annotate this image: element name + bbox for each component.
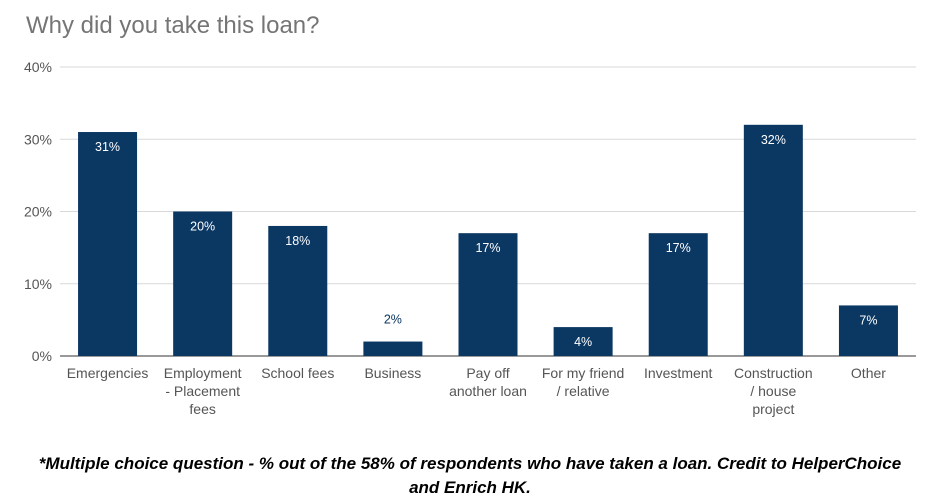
category-label: / house: [750, 383, 796, 399]
bar: [838, 305, 898, 356]
y-tick-label: 0%: [32, 348, 52, 364]
category-label: Investment: [644, 365, 713, 381]
data-label: 4%: [574, 335, 592, 349]
y-tick-label: 10%: [24, 276, 52, 292]
bar: [743, 124, 803, 356]
bar: [458, 233, 518, 356]
category-label: / relative: [557, 383, 610, 399]
category-label: School fees: [261, 365, 334, 381]
bar-chart: 0% 10% 20% 30% 40% 31% Emergencies 20% Employmen…: [24, 59, 916, 417]
category-label: Emergencies: [67, 365, 149, 381]
category-label: fees: [189, 401, 215, 417]
category-label: Pay off: [466, 365, 509, 381]
category-label: Business: [364, 365, 421, 381]
data-label: 17%: [475, 241, 500, 255]
bar: [553, 327, 613, 356]
footnote-line-1: *Multiple choice question - % out of the…: [38, 454, 902, 473]
footnote-line-2: and Enrich HK.: [409, 478, 531, 497]
chart-title: Why did you take this loan?: [26, 12, 320, 39]
category-label: - Placement: [165, 383, 240, 399]
data-label: 18%: [285, 234, 310, 248]
category-label: project: [752, 401, 794, 417]
bar: [78, 132, 138, 356]
bar: [363, 341, 423, 356]
category-label: Construction: [734, 365, 813, 381]
bar: [173, 211, 233, 356]
y-tick-label: 30%: [24, 131, 52, 147]
data-label: 2%: [384, 313, 402, 327]
data-label: 31%: [95, 140, 120, 154]
data-label: 17%: [666, 241, 691, 255]
data-label: 20%: [190, 220, 215, 234]
bar: [268, 225, 328, 356]
category-label: Employment: [164, 365, 242, 381]
data-label: 7%: [859, 313, 877, 327]
y-tick-label: 20%: [24, 204, 52, 220]
data-label: 32%: [761, 133, 786, 147]
footnote: *Multiple choice question - % out of the…: [0, 452, 940, 500]
category-label: Other: [851, 365, 886, 381]
bar: [648, 233, 708, 356]
category-label: For my friend: [542, 365, 624, 381]
category-label: another loan: [449, 383, 527, 399]
y-tick-label: 40%: [24, 59, 52, 75]
